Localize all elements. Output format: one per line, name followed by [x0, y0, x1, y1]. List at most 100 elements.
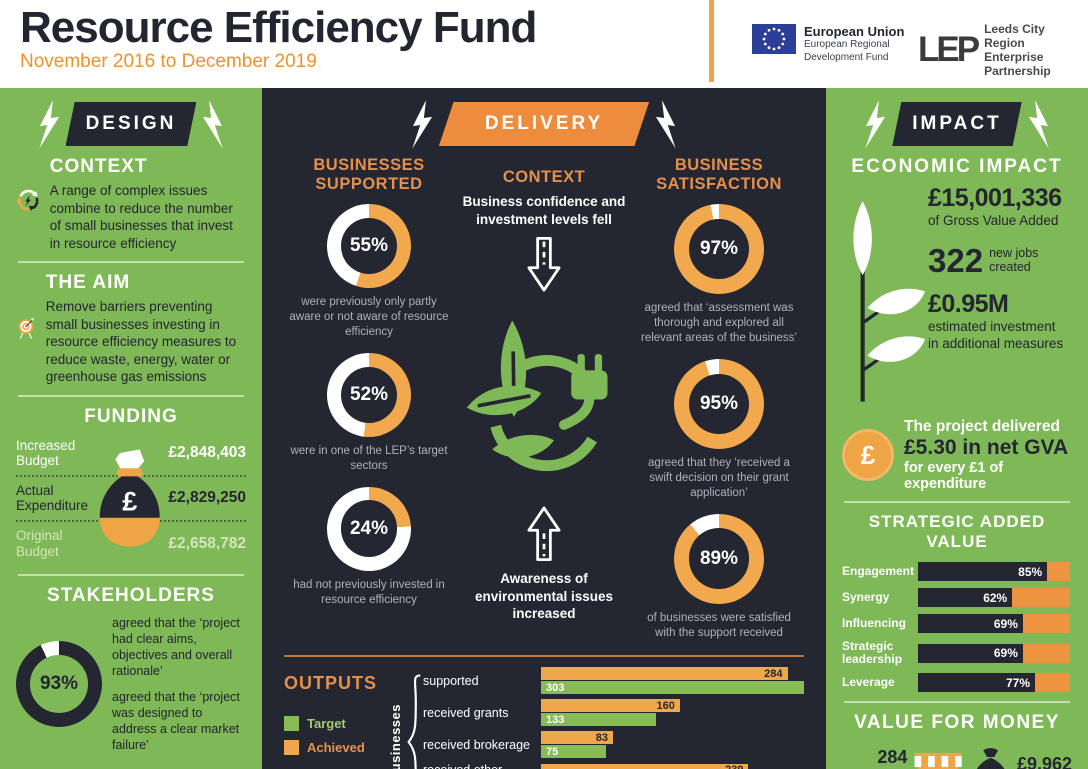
- eu-logo: European Union European Regional Develop…: [752, 24, 904, 64]
- context-heading: CONTEXT: [49, 156, 148, 177]
- sav-fill: 69%: [918, 643, 1023, 663]
- sav-fill: 62%: [918, 588, 1013, 607]
- investment-label: estimated investment in additional measu…: [928, 319, 1072, 353]
- funding-heading: FUNDING: [84, 405, 178, 427]
- divider: [844, 701, 1070, 704]
- funding-row-label: Increased Budget: [16, 437, 76, 469]
- sav-fill: 85%: [918, 562, 1048, 581]
- donut-percent-label: 52%: [349, 383, 389, 405]
- strategic-added-value-chart: Engagement 85% Synergy 62% Influencing 6…: [842, 562, 1072, 693]
- gauge-caption: were previously only partly aware or not…: [289, 295, 449, 338]
- outputs-heading: OUTPUTS: [284, 673, 378, 694]
- sav-row: Engagement 85%: [842, 562, 1072, 581]
- lightning-bolt-icon: [859, 99, 890, 149]
- outputs-row-label: received grants: [423, 705, 509, 720]
- target-swatch: [284, 716, 299, 732]
- outputs-row: received brokerage 83 75: [423, 731, 804, 759]
- bar-value: 83: [595, 731, 609, 744]
- funding-row-value: £2,829,250: [168, 489, 246, 507]
- design-context-text-block: CONTEXT A range of complex issues combin…: [50, 156, 246, 252]
- unit-cost-bag-icon: £: [976, 748, 1004, 769]
- vfm-count: 284: [877, 747, 908, 768]
- bar-value: 303: [546, 681, 565, 694]
- sav-row: Influencing 69%: [842, 614, 1072, 633]
- lep-logo-mark: LEP: [918, 30, 980, 70]
- donut-24: 24%: [327, 486, 411, 571]
- donut-55: 55%: [327, 203, 411, 288]
- investment-label-line1: estimated investment: [928, 318, 1056, 334]
- sav-value: 62%: [983, 590, 1008, 605]
- donut-percent-label: 89%: [699, 547, 739, 569]
- plant-growth-icon: [853, 201, 926, 402]
- sav-track: 69%: [918, 643, 1070, 663]
- businesses-supported-section: BUSINESSES SUPPORTED 55% were previously…: [284, 156, 454, 653]
- divider: [844, 501, 1070, 503]
- lep-line3: Partnership: [984, 64, 1051, 79]
- down-arrow-icon: [527, 237, 561, 292]
- economic-impact-stats: £15,001,336 of Gross Value Added 322 new…: [928, 184, 1072, 353]
- curly-brace: [407, 674, 421, 769]
- page-title: Resource Efficiency Fund: [20, 3, 537, 52]
- business-satisfaction-section: BUSINESS SATISFACTION 97% agreed that ‘a…: [634, 156, 804, 653]
- donut-52: 52%: [327, 352, 411, 437]
- sav-track: 85%: [918, 562, 1070, 581]
- donut-percent-label: 24%: [349, 517, 389, 539]
- outputs-row: received other support 239 200: [423, 763, 804, 769]
- jobs-label-line2: created: [989, 259, 1031, 274]
- eu-sub2: Development Fund: [804, 51, 889, 63]
- aim-heading: THE AIM: [45, 272, 131, 294]
- lep-line2: Enterprise: [984, 50, 1044, 65]
- target-bar: 75: [541, 745, 607, 759]
- aim-text: Remove barriers preventing small busines…: [45, 299, 237, 385]
- gauge: 97% agreed that ‘assessment was thorough…: [636, 203, 802, 346]
- delivery-banner: DELIVERY: [284, 99, 804, 149]
- lep-logo: LEP Leeds City Region Enterprise Partner…: [918, 22, 1088, 79]
- sav-row: Strategic leadership 69%: [842, 639, 1072, 666]
- achieved-bar: 284: [541, 667, 788, 681]
- achieved-bar: 160: [541, 699, 680, 713]
- page-subtitle: November 2016 to December 2019: [20, 51, 317, 72]
- funding-row-value: £2,848,403: [168, 444, 246, 462]
- bar-value: 239: [725, 764, 748, 769]
- value-for-money-heading: VALUE FOR MONEY: [854, 712, 1060, 734]
- delivered-line1: The project delivered: [904, 418, 1060, 435]
- gauge: 24% had not previously invested in resou…: [286, 486, 452, 608]
- achieved-swatch: [284, 740, 299, 756]
- gva-return-text: The project delivered £5.30 in net GVA f…: [904, 418, 1072, 492]
- jobs-value: 322: [928, 241, 984, 279]
- economic-impact-section: £15,001,336 of Gross Value Added 322 new…: [842, 184, 1072, 416]
- target-bar: 133: [541, 713, 657, 727]
- sav-label: Engagement: [842, 563, 915, 578]
- legend-item-target: Target: [284, 716, 388, 732]
- donut-percent-label: 55%: [349, 234, 389, 256]
- gauge: 89% of businesses were satisfied with th…: [636, 513, 802, 641]
- bar-value: 160: [656, 699, 675, 712]
- target-icon: [18, 318, 34, 339]
- outputs-row-bars: 239 200: [541, 763, 804, 769]
- outputs-legend-block: OUTPUTS Target Achieved: [284, 665, 388, 764]
- donut-percent-label: 95%: [699, 392, 739, 414]
- lightning-bolt-icon: [652, 99, 683, 149]
- lightning-bolt-icon: [199, 99, 230, 149]
- delivery-grid: BUSINESSES SUPPORTED 55% were previously…: [284, 156, 804, 653]
- outputs-divider: [284, 655, 804, 658]
- donut-hole: [340, 500, 398, 557]
- sav-row: Leverage 77%: [842, 673, 1072, 693]
- target-bar: 303: [541, 681, 804, 695]
- design-context-section: CONTEXT A range of complex issues combin…: [16, 156, 246, 252]
- header: Resource Efficiency Fund November 2016 t…: [0, 0, 1088, 88]
- eu-sub1: European Regional: [804, 39, 890, 50]
- businesses-supported-heading: BUSINESSES SUPPORTED: [313, 156, 425, 193]
- donut-percent-label: 97%: [699, 237, 739, 259]
- sav-track: 62%: [918, 588, 1070, 607]
- eu-logo-text: European Union European Regional Develop…: [804, 24, 904, 64]
- divider: [18, 261, 244, 264]
- outputs-row-bars: 160 133: [541, 699, 804, 727]
- sav-value: 85%: [1018, 564, 1043, 579]
- sav-value: 69%: [993, 616, 1018, 631]
- donut-hole: [340, 366, 398, 423]
- impact-banner-label: IMPACT: [892, 102, 1022, 146]
- impact-banner: IMPACT: [842, 99, 1072, 149]
- outputs-row-bars: 284 303: [541, 667, 804, 695]
